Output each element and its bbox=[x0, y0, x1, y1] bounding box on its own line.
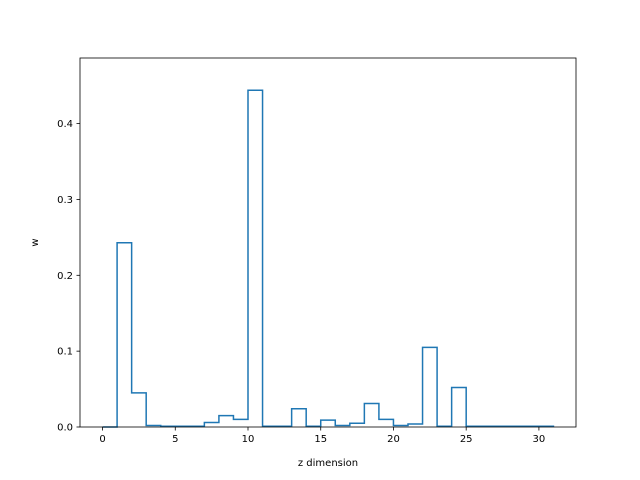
x-tick-label: 30 bbox=[533, 434, 546, 445]
histogram-bin bbox=[292, 409, 307, 427]
x-tick-label: 0 bbox=[99, 434, 105, 445]
y-tick-label: 0.4 bbox=[57, 119, 73, 130]
x-tick-label: 25 bbox=[460, 434, 473, 445]
histogram-bin bbox=[379, 419, 394, 427]
plot-frame bbox=[79, 57, 577, 428]
histogram-bin bbox=[219, 416, 234, 427]
x-axis-label: z dimension bbox=[298, 458, 358, 469]
histogram-bin bbox=[408, 424, 423, 427]
y-axis-label: w bbox=[30, 238, 41, 246]
histogram-bin bbox=[364, 403, 379, 427]
histogram-bin bbox=[321, 420, 336, 427]
histogram-bin bbox=[233, 419, 248, 427]
histogram-outline bbox=[102, 89, 555, 428]
x-tick-label: 20 bbox=[387, 434, 400, 445]
histogram-marks bbox=[102, 89, 555, 428]
y-tick-label: 0.0 bbox=[57, 423, 73, 434]
histogram-bin bbox=[117, 243, 132, 427]
histogram-bin bbox=[423, 347, 438, 427]
y-tick-label: 0.1 bbox=[57, 347, 73, 358]
histogram-bin bbox=[132, 393, 147, 427]
histogram-bin bbox=[204, 422, 219, 427]
axis-ticks: 0 5 10 15 20 25 30 0.0 0.1 0.2 0.3 0.4 bbox=[57, 119, 545, 445]
x-tick-label: 5 bbox=[172, 434, 178, 445]
y-tick-label: 0.3 bbox=[57, 195, 73, 206]
histogram-bin bbox=[350, 423, 365, 427]
y-tick-label: 0.2 bbox=[57, 271, 73, 282]
histogram-bin bbox=[248, 90, 263, 427]
histogram-bin bbox=[452, 388, 467, 427]
x-tick-label: 15 bbox=[314, 434, 327, 445]
x-tick-label: 10 bbox=[242, 434, 255, 445]
